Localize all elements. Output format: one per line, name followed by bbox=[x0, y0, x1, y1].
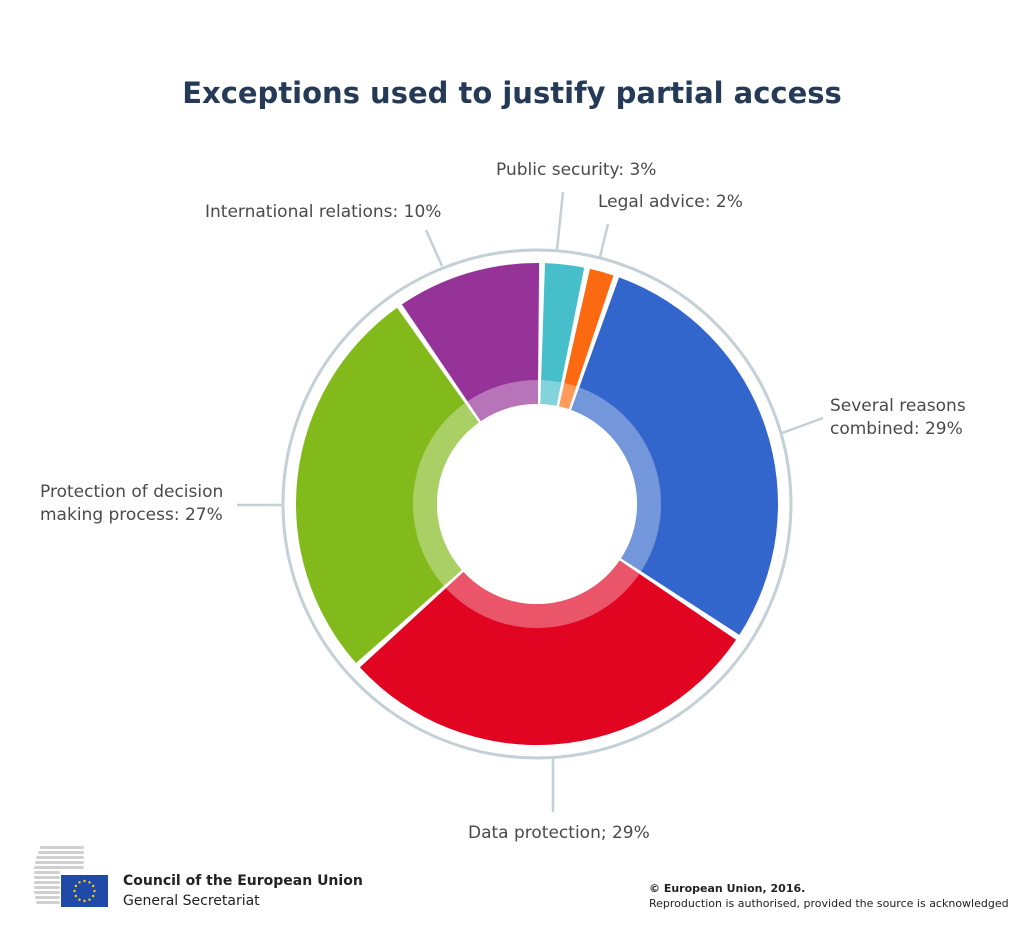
copyright-notice: © European Union, 2016. bbox=[649, 882, 806, 895]
council-building-icon bbox=[34, 846, 108, 907]
label-line: combined: 29% bbox=[830, 419, 963, 439]
slice-protection-of-decision-making-process bbox=[295, 307, 479, 664]
flag-star bbox=[78, 881, 81, 884]
label-line: making process: 27% bbox=[40, 505, 223, 525]
reproduction-notice: Reproduction is authorised, provided the… bbox=[649, 897, 1009, 910]
flag-star bbox=[88, 898, 91, 901]
flag-star bbox=[83, 899, 86, 903]
label-line: Public security: 3% bbox=[496, 160, 657, 180]
label-several-reasons: Several reasons combined: 29% bbox=[830, 395, 966, 441]
leader-line-public-security bbox=[555, 191, 565, 251]
flag-star bbox=[73, 889, 76, 893]
slice-inner-band-protection-of-decision-making-process bbox=[412, 403, 479, 586]
label-public-security: Public security: 3% bbox=[496, 159, 656, 182]
label-international-relations: International relations: 10% bbox=[205, 201, 441, 224]
flag-star bbox=[74, 884, 78, 888]
slice-public-security bbox=[540, 263, 585, 406]
flag-star bbox=[78, 898, 81, 901]
org-name: Council of the European Union bbox=[123, 873, 363, 889]
slice-legal-advice bbox=[558, 268, 614, 410]
slice-inner-band-several-reasons-combined bbox=[571, 387, 661, 572]
leader-line-legal-advice bbox=[598, 223, 610, 258]
slice-inner-band-public-security bbox=[540, 380, 562, 406]
flag-star bbox=[74, 894, 78, 898]
slice-data-protection bbox=[359, 560, 737, 745]
leader-lines bbox=[237, 191, 824, 812]
label-decision-making: Protection of decision making process: 2… bbox=[40, 481, 223, 527]
label-line: Protection of decision bbox=[40, 482, 224, 502]
flag-star bbox=[93, 889, 96, 893]
flag-star bbox=[91, 894, 95, 898]
flag-star bbox=[88, 881, 91, 884]
label-line: Data protection; 29% bbox=[468, 823, 650, 843]
leader-line-international-relations bbox=[424, 229, 444, 267]
slice-international-relations bbox=[401, 263, 540, 422]
label-line: International relations: 10% bbox=[205, 202, 442, 222]
slice-inner-band-international-relations bbox=[467, 380, 539, 422]
donut-hole bbox=[437, 404, 637, 604]
chart-title: Exceptions used to justify partial acces… bbox=[182, 76, 842, 110]
label-line: Several reasons bbox=[830, 396, 966, 416]
flag-star bbox=[83, 879, 86, 883]
leader-line-several-reasons bbox=[781, 416, 824, 435]
flag-star bbox=[91, 884, 95, 888]
eu-flag-icon bbox=[61, 875, 108, 907]
slice-inner-band-legal-advice bbox=[558, 383, 577, 410]
label-legal-advice: Legal advice: 2% bbox=[598, 191, 743, 214]
slice-inner-band-data-protection bbox=[445, 560, 640, 628]
slice-several-reasons-combined bbox=[571, 277, 779, 635]
label-line: Legal advice: 2% bbox=[598, 192, 743, 212]
label-data-protection: Data protection; 29% bbox=[468, 822, 650, 845]
org-subtitle: General Secretariat bbox=[123, 893, 260, 909]
